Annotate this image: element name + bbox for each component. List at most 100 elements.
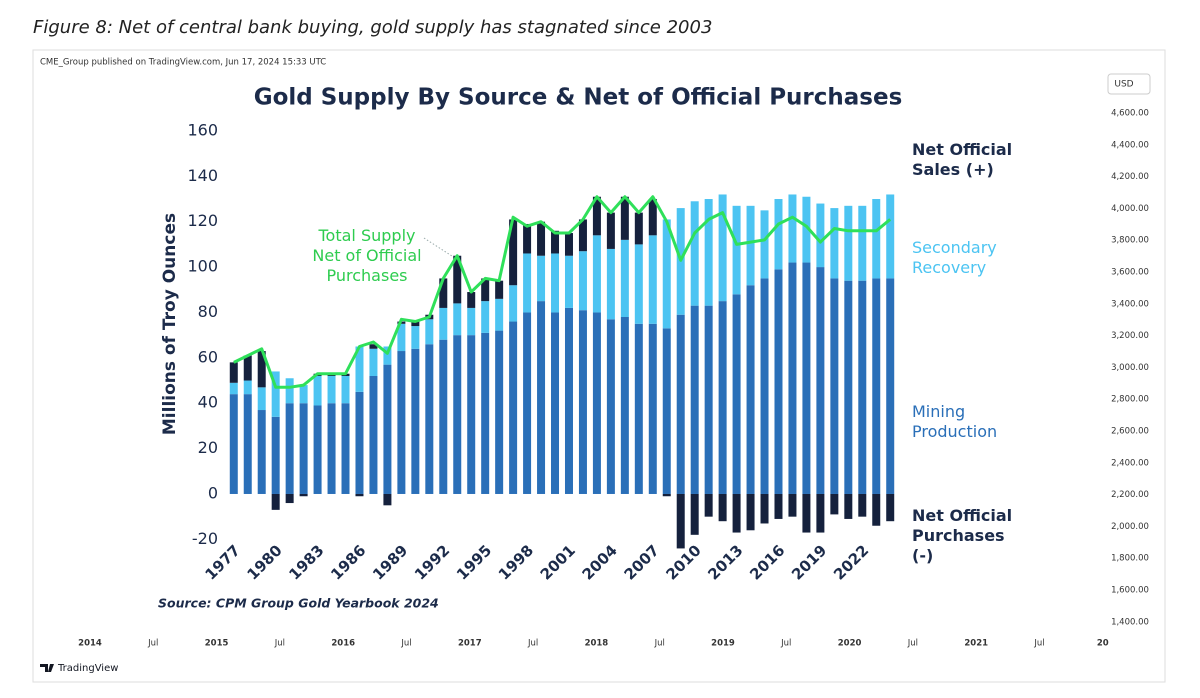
bar-segment <box>578 310 587 494</box>
y-tick-label: 60 <box>198 347 218 366</box>
price-label: 3,600.00 <box>1111 268 1149 278</box>
bar-segment <box>732 205 741 295</box>
time-label: Jul <box>527 639 538 649</box>
bar-segment <box>592 312 601 494</box>
bar-segment <box>858 205 867 281</box>
price-label: 2,800.00 <box>1111 395 1149 405</box>
bar-segment <box>732 493 741 533</box>
y-tick-label: 120 <box>187 211 218 230</box>
bar-segment <box>327 403 336 494</box>
currency-box[interactable] <box>1107 73 1151 95</box>
currency: USD <box>1114 80 1133 90</box>
time-label: 2016 <box>331 639 355 649</box>
bar-segment <box>746 493 755 531</box>
time-label: Jul <box>780 639 791 649</box>
bar-segment <box>481 301 490 333</box>
bar-segment <box>411 326 420 349</box>
source-note: Source: CPM Group Gold Yearbook 2024 <box>158 596 439 611</box>
bar-segment <box>439 278 448 308</box>
bar-segment <box>383 364 392 494</box>
bar-segment <box>592 196 601 236</box>
price-label: 4,400.00 <box>1111 140 1149 150</box>
bar-segment <box>243 380 252 395</box>
time-label: 2020 <box>838 639 862 649</box>
bar-segment <box>886 278 895 494</box>
y-axis-title: Millions of Troy Ounces <box>160 213 180 435</box>
y-tick-label: -20 <box>192 529 218 548</box>
bar-segment <box>802 493 811 533</box>
bar-segment <box>523 223 532 254</box>
bar-segment <box>509 321 518 494</box>
legend-sales: Net Official Sales (+) <box>912 140 1013 179</box>
time-label: 2014 <box>78 639 102 649</box>
bar-segment <box>844 280 853 494</box>
bar-segment <box>886 493 895 522</box>
time-label: 2017 <box>458 639 482 649</box>
y-tick-label: 20 <box>198 438 218 457</box>
time-label: 2018 <box>585 639 609 649</box>
bar-segment <box>495 298 504 331</box>
bar-segment <box>732 294 741 494</box>
bar-segment <box>299 403 308 494</box>
bar-segment <box>327 375 336 404</box>
bar-segment <box>606 212 615 249</box>
figure-caption: Figure 8: Net of central bank buying, go… <box>33 17 712 38</box>
bar-segment <box>313 405 322 494</box>
bar-segment <box>774 493 783 519</box>
time-label: Jul <box>654 639 665 649</box>
bar-segment <box>788 493 797 517</box>
bar-segment <box>257 410 266 494</box>
bar-segment <box>411 348 420 494</box>
price-label: 1,600.00 <box>1111 586 1149 596</box>
bar-segment <box>355 391 364 494</box>
bar-segment <box>551 312 560 494</box>
price-label: 4,200.00 <box>1111 172 1149 182</box>
bar-segment <box>564 307 573 494</box>
bar-segment <box>285 403 294 494</box>
time-label: Jul <box>400 639 411 649</box>
bar-segment <box>634 323 643 494</box>
price-label: 2,200.00 <box>1111 490 1149 500</box>
bar-segment <box>229 394 238 494</box>
bar-segment <box>718 194 727 302</box>
y-tick-label: 80 <box>198 302 218 321</box>
bar-segment <box>718 301 727 494</box>
price-label: 4,600.00 <box>1111 109 1149 119</box>
bar-segment <box>704 305 713 494</box>
y-tick-label: 0 <box>208 483 218 502</box>
publisher-note: CME_Group published on TradingView.com, … <box>40 58 326 68</box>
bar-segment <box>858 280 867 494</box>
bar-segment <box>369 344 378 349</box>
bar-segment <box>495 280 504 299</box>
price-label: 2,400.00 <box>1111 458 1149 468</box>
bar-segment <box>578 219 587 252</box>
bar-segment <box>439 307 448 340</box>
bar-segment <box>844 205 853 281</box>
bar-segment <box>523 253 532 313</box>
chart-title: Gold Supply By Source & Net of Official … <box>254 85 903 111</box>
legend-secondary: Secondary Recovery <box>912 238 997 277</box>
bar-segment <box>774 269 783 494</box>
bar-segment <box>578 251 587 311</box>
price-label: 3,800.00 <box>1111 236 1149 246</box>
bar-segment <box>299 385 308 404</box>
bar-segment <box>481 332 490 494</box>
price-label: 1,400.00 <box>1111 617 1149 627</box>
bar-segment <box>551 253 560 313</box>
bar-segment <box>634 244 643 324</box>
bar-segment <box>243 355 252 381</box>
bar-segment <box>509 285 518 322</box>
bar-segment <box>397 351 406 494</box>
bar-segment <box>606 319 615 494</box>
bar-segment <box>662 493 671 497</box>
bar-segment <box>746 205 755 286</box>
bar-segment <box>537 255 546 302</box>
bar-segment <box>271 416 280 494</box>
bar-segment <box>397 323 406 352</box>
y-tick-label: 140 <box>187 166 218 185</box>
bar-segment <box>453 255 462 304</box>
bar-segment <box>299 493 308 497</box>
bar-segment <box>676 493 685 549</box>
y-tick-label: 100 <box>187 257 218 276</box>
